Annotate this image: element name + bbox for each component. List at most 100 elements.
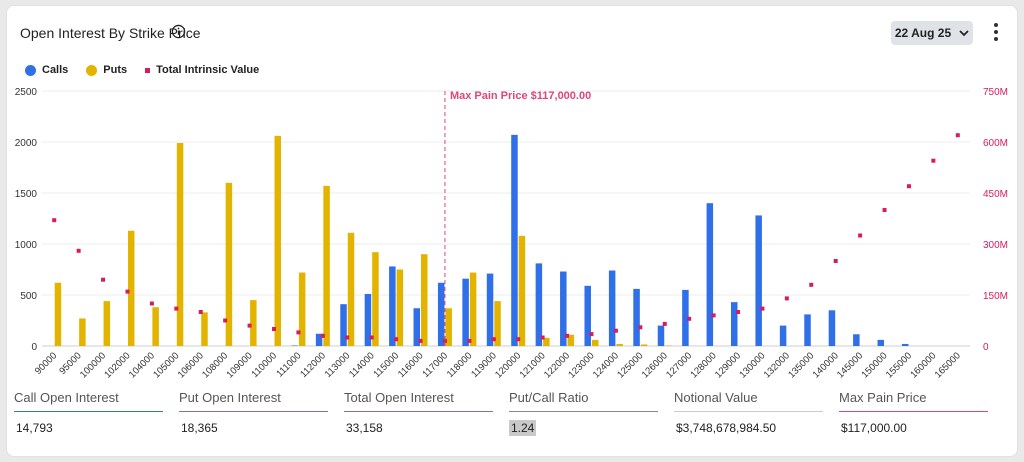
legend-puts-label: Puts: [103, 64, 128, 76]
calls-bar: [901, 343, 909, 346]
chevron-down-icon: [959, 30, 969, 37]
date-select-label: 22 Aug 25: [894, 26, 952, 40]
page-title: Open Interest By Strike Price: [20, 25, 201, 41]
legend-item-calls[interactable]: Calls: [25, 64, 68, 76]
intrinsic-value-point: [491, 337, 496, 342]
stat-notional-value: Notional Value $3,748,678,984.50: [674, 390, 823, 437]
y-right-tick-label: 600M: [983, 138, 1008, 149]
chart-card: Open Interest By Strike Price 22 Aug 25 …: [6, 5, 1018, 457]
stat-label: Call Open Interest: [14, 390, 119, 405]
x-tick-label: 110000: [249, 350, 279, 380]
stat-underline: [839, 411, 988, 412]
intrinsic-value-point: [809, 282, 814, 287]
date-select-button[interactable]: 22 Aug 25: [891, 21, 973, 45]
calls-bar: [413, 308, 421, 346]
x-tick-label: 105000: [151, 350, 181, 380]
stat-label: Max Pain Price: [839, 390, 927, 405]
legend-item-intrinsic[interactable]: Total Intrinsic Value: [145, 64, 259, 76]
calls-bar: [511, 134, 518, 346]
stat-value: 18,365: [181, 421, 218, 435]
y-left-tick-label: 1500: [15, 189, 38, 200]
stat-label: Put Open Interest: [179, 390, 281, 405]
puts-bar: [201, 312, 208, 346]
x-tick-label: 113000: [323, 350, 353, 380]
intrinsic-value-point: [613, 328, 618, 333]
stat-put-call-ratio: Put/Call Ratio 1.24: [509, 390, 658, 437]
chart-legend: Calls Puts Total Intrinsic Value: [25, 64, 259, 76]
puts-bar: [396, 269, 404, 346]
stat-value: $117,000.00: [841, 421, 907, 435]
stat-value: 1.24: [509, 420, 537, 436]
intrinsic-value-point: [882, 208, 887, 212]
legend-item-puts[interactable]: Puts: [86, 64, 127, 76]
intrinsic-value-point: [638, 325, 643, 330]
intrinsic-value-point: [198, 310, 203, 314]
puts-bar: [372, 252, 379, 346]
puts-bar: [518, 235, 526, 346]
intrinsic-value-point: [272, 327, 276, 331]
puts-bar: [421, 254, 428, 346]
x-tick-label: 106000: [176, 350, 206, 380]
intrinsic-value-point: [540, 335, 545, 340]
max-pain-label: Max Pain Price $117,000.00: [450, 90, 591, 102]
calls-bar: [608, 270, 616, 346]
intrinsic-value-point: [52, 218, 57, 223]
puts-bar: [250, 300, 257, 346]
puts-bar: [567, 334, 575, 346]
intrinsic-value-point: [784, 296, 789, 301]
x-tick-label: 129000: [713, 350, 743, 380]
x-tick-label: 90000: [33, 350, 59, 376]
intrinsic-value-point: [467, 338, 472, 343]
intrinsic-swatch: [145, 67, 151, 73]
x-tick-label: 120000: [493, 350, 523, 380]
x-tick-label: 119000: [469, 350, 499, 380]
y-left-tick-label: 2500: [15, 87, 38, 98]
intrinsic-value-point: [247, 323, 252, 328]
intrinsic-value-point: [174, 306, 179, 311]
calls-bar: [535, 263, 543, 346]
x-tick-label: 118000: [445, 350, 475, 380]
intrinsic-value-point: [662, 321, 667, 326]
stat-total-open-interest: Total Open Interest 33,158: [344, 390, 493, 437]
puts-bar: [152, 307, 159, 346]
intrinsic-value-point: [858, 233, 863, 238]
intrinsic-value-point: [711, 313, 716, 318]
puts-bar: [298, 272, 306, 346]
y-right-tick-label: 450M: [983, 189, 1008, 200]
intrinsic-value-point: [345, 335, 350, 340]
intrinsic-value-point: [101, 277, 106, 282]
intrinsic-value-point: [565, 333, 570, 338]
intrinsic-value-point: [736, 310, 740, 314]
calls-bar: [682, 289, 689, 346]
calls-bar: [853, 334, 860, 346]
y-left-tick-label: 0: [31, 342, 37, 353]
x-tick-label: 111000: [274, 350, 303, 379]
more-vertical-icon[interactable]: [987, 20, 1005, 44]
stat-put-open-interest: Put Open Interest 18,365: [179, 390, 328, 437]
x-tick-label: 117000: [420, 350, 450, 380]
y-right-tick-label: 0: [983, 342, 989, 353]
calls-bar: [389, 266, 396, 346]
calls-bar: [340, 304, 347, 346]
summary-stats: Call Open Interest 14,793 Put Open Inter…: [14, 390, 1004, 437]
puts-bar: [323, 185, 330, 346]
y-right-tick-label: 150M: [983, 291, 1008, 302]
intrinsic-value-point: [589, 332, 594, 337]
intrinsic-value-point: [125, 289, 130, 294]
y-left-tick-label: 1000: [15, 240, 38, 251]
stat-max-pain-price: Max Pain Price $117,000.00: [839, 390, 988, 437]
puts-bar: [640, 344, 648, 346]
x-tick-label: 100000: [78, 350, 108, 380]
intrinsic-value-point: [223, 318, 228, 323]
x-tick-label: 116000: [396, 350, 426, 380]
calls-bar: [315, 333, 323, 346]
puts-swatch: [86, 64, 98, 76]
calls-bar: [657, 325, 665, 346]
y-left-tick-label: 500: [20, 291, 37, 302]
x-tick-label: 109000: [225, 350, 255, 380]
intrinsic-value-point: [931, 158, 936, 163]
stat-underline: [14, 411, 163, 412]
info-icon[interactable]: [171, 24, 186, 39]
puts-bar: [591, 339, 599, 346]
intrinsic-value-point: [833, 259, 838, 263]
